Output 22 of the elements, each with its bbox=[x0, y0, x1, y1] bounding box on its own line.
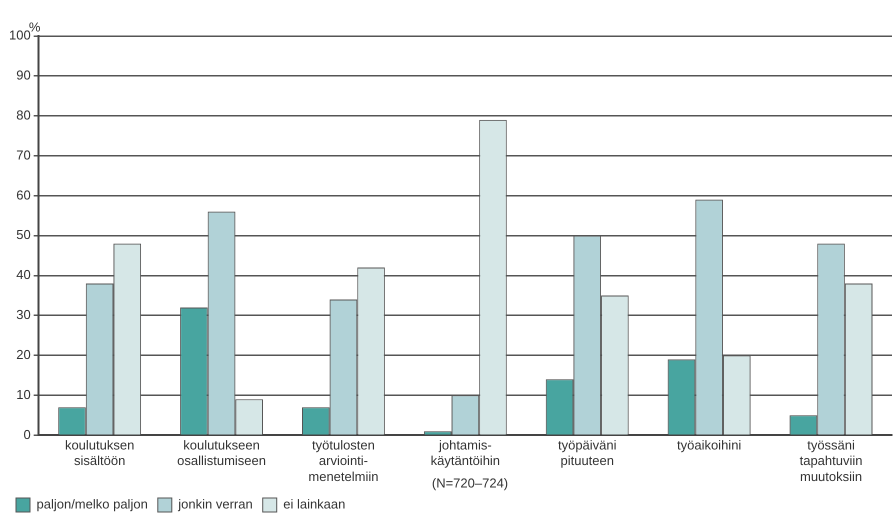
y-tick-label: 50 bbox=[16, 227, 31, 242]
legend-label: ei lainkaan bbox=[283, 496, 346, 512]
legend-label: paljon/melko paljon bbox=[36, 496, 148, 512]
legend-label: jonkin verran bbox=[177, 496, 253, 512]
y-tick-label: 30 bbox=[16, 307, 31, 322]
text: (N=720–724) bbox=[432, 476, 508, 491]
y-tick-label: 100 bbox=[8, 28, 31, 43]
y-tick-label: 90 bbox=[16, 68, 31, 82]
y-tick-label: 40 bbox=[16, 267, 31, 282]
y-tick-label: 0 bbox=[23, 426, 31, 442]
x-tick-label: johtamis-käytäntöihin bbox=[430, 438, 500, 468]
y-tick-label: 10 bbox=[16, 386, 31, 402]
x-tick-label: työaikoihini bbox=[676, 438, 742, 453]
y-tick-label: 80 bbox=[16, 107, 31, 122]
x-tick-label: koulutuksen sisältöön bbox=[64, 438, 134, 468]
y-tick-label: 70 bbox=[16, 147, 31, 162]
x-tick-label: työtulosten arviointi-menetelmiin bbox=[308, 438, 378, 484]
y-tick-label: 20 bbox=[16, 346, 31, 362]
x-tick-label: työssäni tapahtuviin muutoksiin bbox=[800, 438, 862, 484]
x-tick-label: koulutukseen osallistumiseen bbox=[177, 438, 266, 468]
x-tick-label: työpäiväni pituuteen bbox=[558, 438, 617, 468]
y-tick-label: 60 bbox=[16, 187, 31, 202]
